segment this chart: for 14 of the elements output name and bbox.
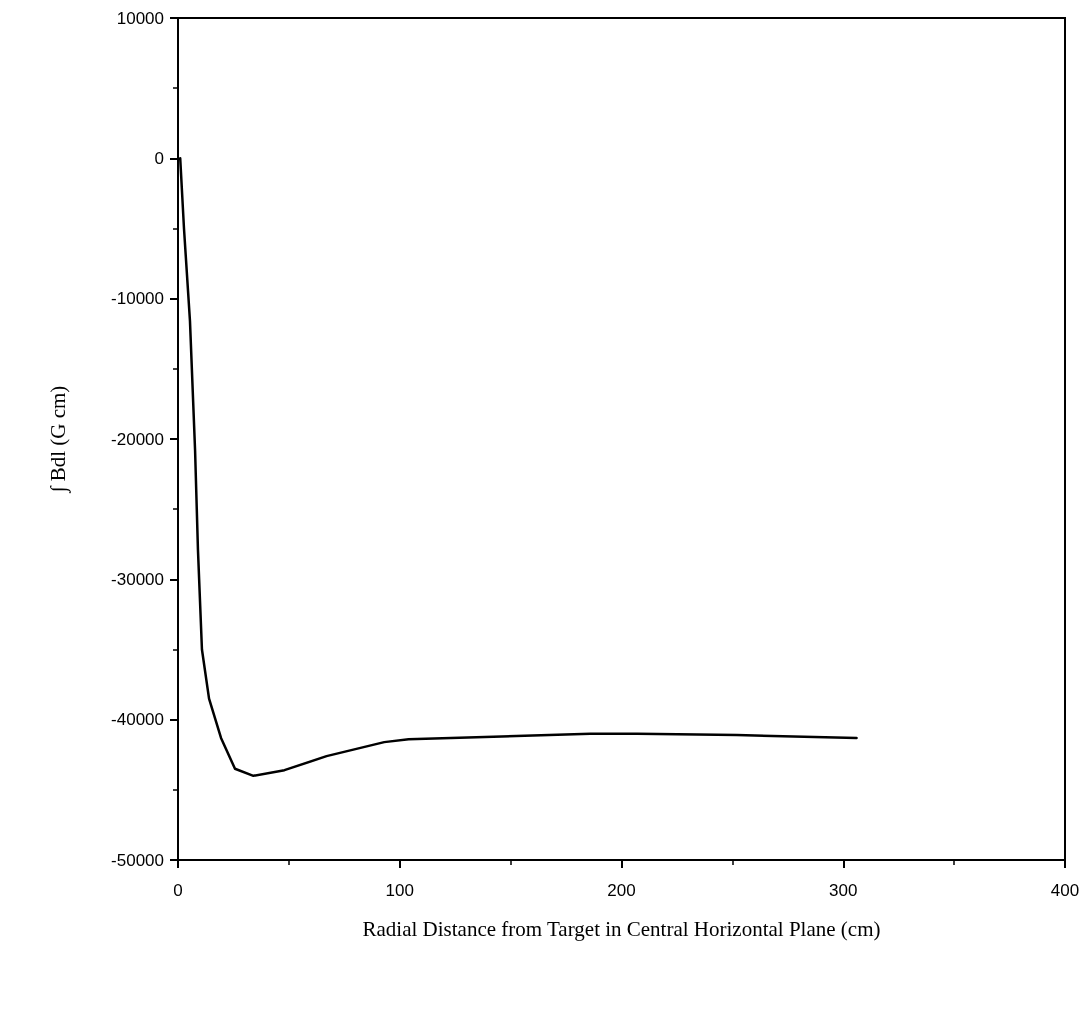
y-tick-label: 10000: [116, 8, 164, 28]
x-tick-label: 400: [1050, 881, 1080, 900]
x-tick-label: 300: [829, 881, 858, 900]
y-tick-label: 0: [154, 148, 164, 168]
y-tick-label: -10000: [111, 289, 164, 309]
y-tick-label: -30000: [111, 569, 164, 589]
x-tick-label: 100: [385, 881, 414, 900]
y-axis-title: ∫ Bdl (G cm): [45, 385, 71, 495]
x-axis-title: Radial Distance from Target in Central Horizontal Plane (cm): [362, 916, 881, 941]
y-tick-label: -20000: [111, 429, 164, 449]
y-tick-label: -50000: [111, 850, 164, 870]
x-tick-label: 200: [607, 881, 636, 900]
x-tick-label: 0: [173, 881, 183, 900]
y-tick-label: -40000: [111, 710, 164, 730]
